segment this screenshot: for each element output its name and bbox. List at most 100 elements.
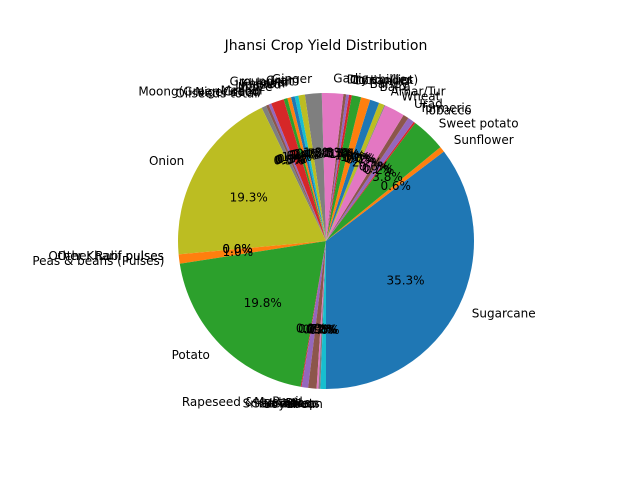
pie-slice bbox=[326, 105, 404, 241]
slice-label: Potato bbox=[172, 348, 210, 362]
slice-label: Maize bbox=[238, 80, 273, 94]
pie-slice bbox=[326, 147, 444, 241]
slice-label: Soyabean bbox=[264, 397, 323, 411]
pie-slice bbox=[283, 98, 326, 241]
slice-percent: 0.4% bbox=[289, 148, 320, 162]
slice-label: Urad bbox=[414, 97, 443, 111]
slice-percent: 0.7% bbox=[296, 146, 327, 160]
slice-percent: 3.8% bbox=[372, 170, 403, 184]
slice-label: Sannhamp bbox=[252, 397, 316, 411]
slice-percent: 19.8% bbox=[244, 296, 282, 310]
slice-percent: 0.6% bbox=[380, 179, 411, 193]
slice-percent: 0.2% bbox=[307, 323, 338, 337]
slice-label: Small millets bbox=[243, 397, 320, 411]
slice-percent: 0.6% bbox=[309, 323, 340, 337]
pie-slice bbox=[177, 107, 326, 255]
slice-labels: Sugarcane Sunflower Sweet potatoTobaccoTur… bbox=[32, 71, 535, 410]
slice-percent: 1.0% bbox=[329, 147, 360, 161]
slice-percent-labels: 35.3%0.6%3.8%0.2%0.7%0.6%2.2%0.1%0.6%0.0… bbox=[222, 145, 424, 336]
slice-percent: 2.2% bbox=[352, 155, 383, 169]
slice-percent: 0.7% bbox=[362, 161, 393, 175]
pie-slice bbox=[320, 241, 326, 389]
slice-label: Moong(Green Gram) bbox=[138, 85, 261, 99]
pie-slices bbox=[177, 92, 475, 389]
slice-label: Sweet potato bbox=[439, 117, 519, 131]
slice-percent: 0.0% bbox=[222, 242, 253, 256]
pie-slice bbox=[268, 103, 326, 241]
slice-label: Masoor bbox=[221, 83, 265, 97]
pie-slice bbox=[294, 95, 326, 241]
slice-label: Rice bbox=[285, 396, 311, 410]
slice-label: Turmeric bbox=[419, 101, 472, 115]
slice-label: Other Rabi pulses bbox=[57, 249, 164, 263]
slice-percent: 0.4% bbox=[291, 148, 322, 162]
slice-percent: 0.7% bbox=[298, 322, 329, 336]
slice-label: Gram bbox=[266, 73, 299, 87]
slice-percent: 0.6% bbox=[359, 159, 390, 173]
pie-slice bbox=[326, 102, 385, 241]
slice-percent: 0.6% bbox=[344, 152, 375, 166]
slice-percent: 0.0% bbox=[275, 153, 306, 167]
pie-slice bbox=[326, 121, 416, 241]
slice-label: Jowar bbox=[255, 75, 289, 89]
slice-percent: 0.0% bbox=[307, 323, 338, 337]
pie-slice bbox=[179, 241, 326, 387]
slice-label: Wheat bbox=[401, 90, 440, 104]
chart-title: Jhansi Crop Yield Distribution bbox=[224, 38, 428, 54]
pie-slice bbox=[304, 93, 326, 241]
slice-percent: 1.8% bbox=[303, 146, 334, 160]
pie-slice bbox=[316, 241, 326, 389]
slice-percent: 1.0% bbox=[335, 148, 366, 162]
slice-label: Cotton(lint) bbox=[350, 73, 418, 87]
slice-label: Groundnut bbox=[229, 75, 293, 89]
slice-percent: 1.0% bbox=[223, 245, 254, 259]
slice-label: Ginger bbox=[272, 72, 312, 86]
slice-percent: 2.3% bbox=[315, 145, 346, 159]
pie-slice bbox=[265, 104, 326, 241]
slice-label: Onion bbox=[149, 154, 184, 168]
slice-percent: 0.1% bbox=[296, 322, 327, 336]
slice-percent: 0.9% bbox=[303, 322, 334, 336]
pie-slice bbox=[326, 122, 441, 241]
pie-slice bbox=[326, 114, 409, 241]
slice-label: Oilseeds total bbox=[175, 86, 257, 100]
slice-label: Rapeseed &Mustard bbox=[182, 395, 303, 409]
pie-slice bbox=[326, 99, 380, 242]
pie-slice bbox=[261, 105, 326, 241]
slice-percent: 0.3% bbox=[324, 146, 355, 160]
pie-slice bbox=[326, 94, 352, 241]
pie-slice bbox=[290, 96, 326, 242]
slice-label: Arhar/Tur bbox=[391, 85, 446, 99]
slice-percent: 0.2% bbox=[364, 163, 395, 177]
slice-label: Niger seed bbox=[195, 85, 260, 99]
slice-percent: 0.3% bbox=[325, 146, 356, 160]
slice-percent: 1.0% bbox=[340, 150, 371, 164]
slice-percent: 35.3% bbox=[386, 274, 424, 288]
pie-slice bbox=[326, 118, 414, 241]
pie-slice bbox=[326, 104, 386, 241]
pie-slice bbox=[321, 92, 344, 241]
pie-slice bbox=[326, 97, 371, 242]
slice-label: Linseed bbox=[235, 77, 281, 91]
slice-label: Khesari bbox=[241, 76, 286, 90]
slice-percent: 0.3% bbox=[322, 146, 353, 160]
pie-slice bbox=[326, 94, 350, 241]
slice-percent: 1.4% bbox=[282, 150, 313, 164]
pie-slice bbox=[326, 95, 362, 242]
pie-slice bbox=[287, 97, 326, 242]
slice-percent: 19.3% bbox=[230, 190, 268, 204]
slice-label: Coriander bbox=[353, 73, 412, 87]
slice-label: Peas & beans (Pulses) bbox=[32, 254, 164, 268]
pie-slice bbox=[298, 94, 326, 242]
slice-label: Sugarcane bbox=[472, 306, 536, 320]
slice-label: Other Kharif pulses bbox=[48, 249, 163, 263]
slice-percent: 0.1% bbox=[346, 153, 377, 167]
slice-percent: 0.0% bbox=[343, 151, 374, 165]
pie-slice bbox=[300, 241, 326, 387]
slice-label: Dry chillies bbox=[347, 73, 413, 87]
pie-slice bbox=[326, 94, 347, 241]
slice-percent: 0.2% bbox=[306, 323, 337, 337]
slice-label: Sunflower bbox=[454, 133, 514, 147]
